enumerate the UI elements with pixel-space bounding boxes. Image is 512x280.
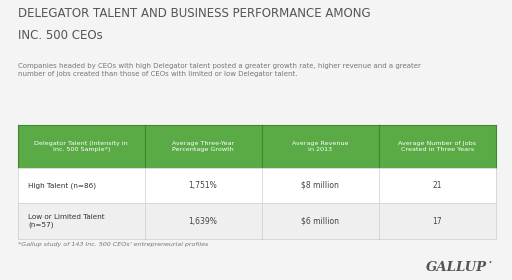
Text: Low or Limited Talent
(n=57): Low or Limited Talent (n=57) <box>28 214 104 228</box>
Text: 1,639%: 1,639% <box>188 216 218 225</box>
Text: Average Number of Jobs
Created in Three Years: Average Number of Jobs Created in Three … <box>398 141 476 152</box>
Text: $8 million: $8 million <box>301 181 339 190</box>
Text: *Gallup study of 143 Inc. 500 CEOs’ entrepreneurial profiles: *Gallup study of 143 Inc. 500 CEOs’ entr… <box>18 242 208 247</box>
Text: INC. 500 CEOs: INC. 500 CEOs <box>18 29 103 42</box>
Text: 1,751%: 1,751% <box>188 181 218 190</box>
Text: DELEGATOR TALENT AND BUSINESS PERFORMANCE AMONG: DELEGATOR TALENT AND BUSINESS PERFORMANC… <box>18 7 371 20</box>
Text: Delegator Talent (Intensity in
Inc. 500 Sample*): Delegator Talent (Intensity in Inc. 500 … <box>34 141 128 152</box>
Text: 17: 17 <box>432 216 442 225</box>
Text: $6 million: $6 million <box>301 216 339 225</box>
Text: Average Revenue
in 2013: Average Revenue in 2013 <box>292 141 348 152</box>
Text: GALLUP˙: GALLUP˙ <box>426 262 494 274</box>
Text: 21: 21 <box>432 181 442 190</box>
Text: High Talent (n=86): High Talent (n=86) <box>28 182 96 189</box>
Text: Companies headed by CEOs with high Delegator talent posted a greater growth rate: Companies headed by CEOs with high Deleg… <box>18 63 421 77</box>
Text: Average Three-Year
Percentage Growth: Average Three-Year Percentage Growth <box>172 141 234 152</box>
